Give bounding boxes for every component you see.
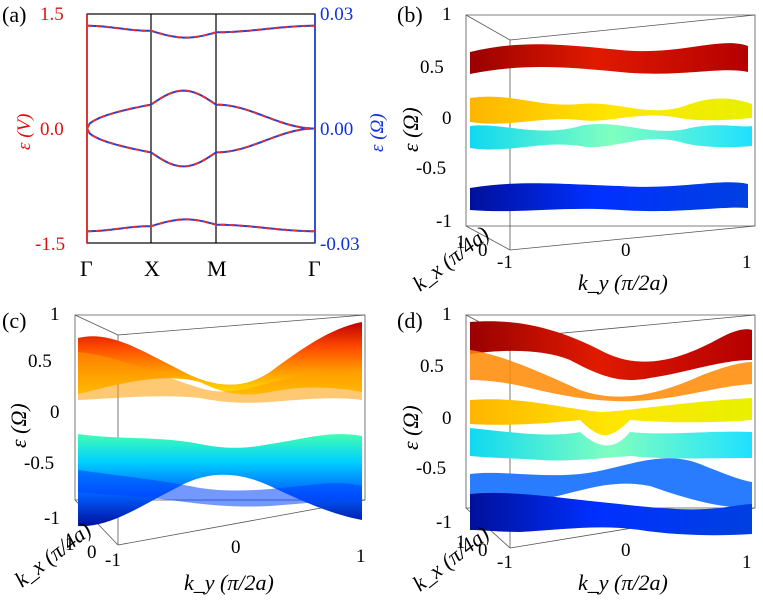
panel-b: (b) 1 0.5 0 -0.5 -1 ε (Ω) -1 0 1 1 0 k_x… [397,2,756,296]
panel-c-lower-sheet-fold [78,470,362,507]
panel-c-depth-tick: 1 [65,534,75,555]
panel-c-ylabel: ε (Ω) [6,403,31,448]
panel-b-label: (b) [397,2,423,27]
panel-a-xtick-m: M [207,256,227,281]
panel-a: (a) 1.5 0.0 -1.5 0.03 0.00 -0.03 ε (V) ε… [2,2,388,281]
panel-b-edge [465,14,511,41]
panel-c-z-tick: 0.5 [28,351,52,372]
panel-d-x-tick: -1 [497,552,513,573]
panel-b-edge [509,225,756,251]
panel-c: (c) 1 0.5 0 -0.5 -1 ε (Ω) -1 0 1 1 0 k_x… [2,304,366,595]
panel-d-z-tick: 0.5 [420,356,444,377]
panel-c-x-tick: 0 [231,537,241,558]
panel-d-xlabel: k_y (π/2a) [578,570,668,595]
panel-a-left-tick: 1.5 [40,4,64,25]
panel-d-depth-tick: 1 [456,532,466,553]
panel-c-lower-sheet [78,434,362,527]
panel-b-depth-tick: 0 [478,240,488,261]
panel-b-z-tick: -1 [436,211,452,232]
panel-d-z-tick: -1 [436,512,452,533]
panel-d-band-6 [470,492,752,536]
panel-c-label: (c) [2,308,26,333]
panel-a-band-line-dashed [87,218,315,233]
panel-a-xtick-gamma: Γ [80,256,93,281]
panel-a-ylabel-left: ε (V) [14,114,35,151]
panel-a-frame [86,13,316,244]
panel-a-right-tick: -0.03 [320,234,360,255]
panel-d-label: (d) [397,308,423,333]
panel-b-z-tick: 0.5 [420,57,444,78]
panel-a-band-line [87,24,315,39]
panel-c-edge [74,314,119,336]
panel-a-right-tick: 0.03 [320,4,353,25]
panel-a-left-tick: -1.5 [35,234,65,255]
panel-a-left-tick: 0.0 [40,119,64,140]
panel-b-band-4 [470,182,748,212]
panel-d-depth-tick: 0 [478,540,488,561]
panel-c-z-tick: 1 [50,304,60,325]
panel-d: (d) 1 0.5 0 -0.5 -1 ε (Ω) -1 0 1 1 0 k_x… [397,304,756,596]
panel-a-ylabel-right: ε (Ω) [367,113,388,152]
panel-b-edge [509,14,756,41]
panel-a-band-line-dashed [87,24,315,39]
panel-c-z-tick: -0.5 [24,453,54,474]
panel-b-x-tick: 0 [621,240,631,261]
panel-b-x-tick: -1 [497,252,513,273]
panel-c-xlabel: k_y (π/2a) [184,570,274,595]
panel-d-band-3 [470,398,752,435]
panel-b-band-3 [470,124,752,150]
panel-d-band-2 [470,350,752,402]
panel-d-x-tick: 1 [742,552,752,573]
panel-c-depth-tick: 0 [87,542,97,563]
panel-b-band-1 [470,43,748,74]
panel-c-upper-sheet-fold [78,352,362,403]
panel-b-z-tick: 1 [442,4,452,25]
panel-a-band-line-dashed [86,127,316,168]
panel-a-xtick-gamma-end: Γ [308,256,321,281]
panel-a-label: (a) [2,2,26,27]
panel-b-ylabel: ε (Ω) [398,107,423,152]
panel-b-xlabel: k_y (π/2a) [578,270,668,295]
panel-d-z-tick: 1 [442,304,452,325]
panel-a-xtick-x: X [144,256,160,281]
panel-d-z-tick: -0.5 [416,458,446,479]
panel-b-z-tick: -0.5 [416,158,446,179]
panel-c-x-tick: 1 [356,546,366,567]
panel-d-ylabel: ε (Ω) [398,405,423,450]
panel-b-z-tick: 0 [442,108,452,129]
panel-c-x-tick: -1 [105,550,121,571]
panel-a-bands [86,24,316,233]
panel-b-depth-tick: 1 [456,232,466,253]
panel-d-z-tick: 0 [442,408,452,429]
panel-b-edge [465,225,511,251]
panel-b-band-2 [470,96,752,124]
panel-b-x-tick: 1 [742,252,752,273]
panel-a-band-line-dashed [86,89,316,130]
panel-d-x-tick: 0 [621,540,631,561]
panel-d-band-1 [470,321,752,380]
panel-d-band-4 [470,428,752,461]
panel-a-band-line [87,218,315,233]
panel-c-edge [117,314,366,336]
panel-a-right-tick: 0.00 [320,119,353,140]
panel-c-z-tick: -1 [44,508,60,529]
panel-c-z-tick: 0 [50,402,60,423]
